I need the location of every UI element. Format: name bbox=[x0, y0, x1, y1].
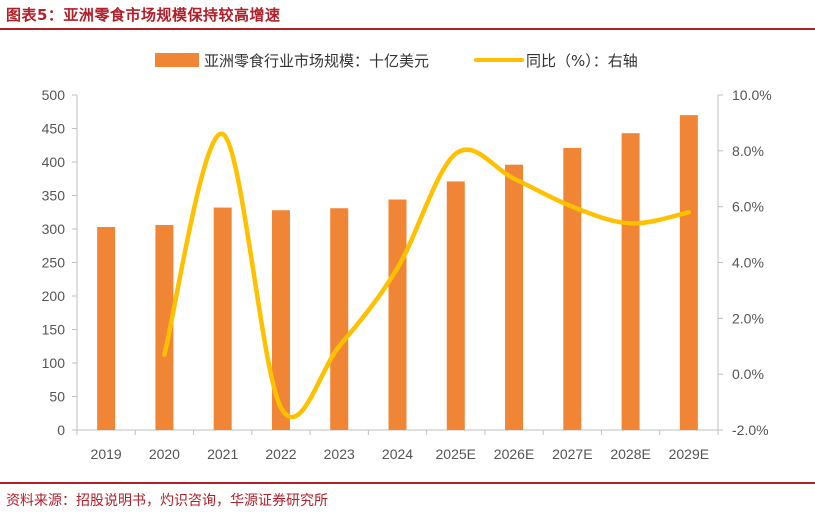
y-left-tick-label: 350 bbox=[42, 188, 66, 204]
y-right-tick-label: 10.0% bbox=[732, 87, 772, 103]
legend: 亚洲零食行业市场规模：十亿美元 同比（%）：右轴 bbox=[155, 52, 638, 70]
y-left-tick-label: 0 bbox=[57, 422, 65, 438]
x-tick-label: 2028E bbox=[610, 446, 650, 462]
legend-bar-swatch bbox=[155, 53, 199, 67]
y-left-tick-label: 250 bbox=[42, 255, 66, 271]
y-right-tick-label: 8.0% bbox=[732, 143, 764, 159]
y-right-tick-label: 6.0% bbox=[732, 199, 764, 215]
y-left-tick-label: 450 bbox=[42, 121, 66, 137]
bar bbox=[621, 133, 640, 430]
y-left-tick-label: 150 bbox=[42, 322, 66, 338]
bar bbox=[97, 226, 116, 430]
combo-chart: 亚洲零食行业市场规模：十亿美元 同比（%）：右轴 0 50 100 150 200 250… bbox=[42, 52, 772, 462]
x-tick-label: 2023 bbox=[324, 446, 355, 462]
y-left-tick-label: 300 bbox=[42, 221, 66, 237]
x-tick-label: 2027E bbox=[552, 446, 592, 462]
title-divider bbox=[0, 28, 815, 30]
footer-divider bbox=[0, 482, 815, 484]
x-tick-label: 2026E bbox=[494, 446, 534, 462]
bar bbox=[388, 199, 407, 430]
x-tick-label: 2029E bbox=[669, 446, 709, 462]
line-series bbox=[162, 131, 692, 420]
bar bbox=[271, 210, 290, 430]
y-left-tick-label: 50 bbox=[49, 389, 65, 405]
x-tick-label: 2020 bbox=[149, 446, 180, 462]
bar-series bbox=[97, 115, 698, 430]
bar bbox=[155, 224, 174, 430]
bar bbox=[505, 164, 524, 430]
y-right-tick-label: 2.0% bbox=[732, 310, 764, 326]
x-tick-label: 2019 bbox=[91, 446, 122, 462]
bar bbox=[213, 207, 232, 430]
y-left-tick-label: 200 bbox=[42, 288, 66, 304]
y-left-tick-label: 100 bbox=[42, 355, 66, 371]
yoy-line bbox=[162, 131, 692, 420]
legend-bar-label: 亚洲零食行业市场规模：十亿美元 bbox=[204, 52, 429, 70]
x-tick-label: 2025E bbox=[436, 446, 476, 462]
bar bbox=[330, 208, 349, 430]
tick-labels: 0 50 100 150 200 250 300 350 400 450 500 -2.0% 0.0% 2… bbox=[42, 87, 772, 462]
x-tick-label: 2024 bbox=[382, 446, 413, 462]
legend-line-label: 同比（%）：右轴 bbox=[526, 52, 638, 70]
bar bbox=[563, 147, 582, 430]
y-right-tick-label: -2.0% bbox=[732, 422, 769, 438]
x-tick-label: 2022 bbox=[265, 446, 296, 462]
figure-title: 图表5：亚洲零食市场规模保持较高增速 bbox=[6, 6, 281, 24]
source-note: 资料来源：招股说明书，灼识咨询，华源证券研究所 bbox=[6, 493, 328, 509]
bar bbox=[679, 115, 698, 430]
y-right-tick-label: 4.0% bbox=[732, 255, 764, 271]
y-right-tick-label: 0.0% bbox=[732, 366, 764, 382]
x-tick-label: 2021 bbox=[207, 446, 238, 462]
bar bbox=[446, 181, 465, 430]
y-left-tick-label: 500 bbox=[42, 87, 66, 103]
y-left-tick-label: 400 bbox=[42, 154, 66, 170]
